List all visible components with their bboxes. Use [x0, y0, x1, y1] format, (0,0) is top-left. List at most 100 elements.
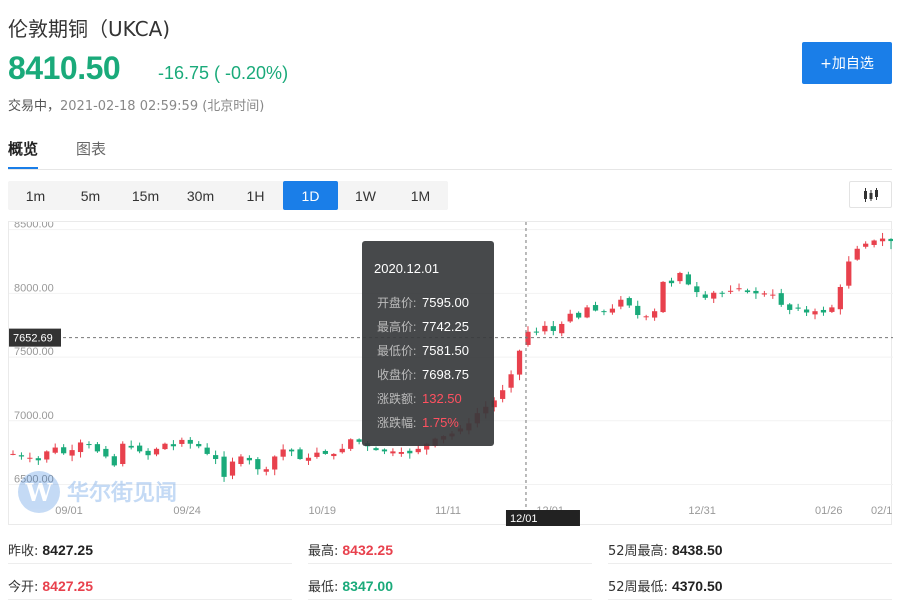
candle-body: [491, 400, 497, 408]
candle-body: [702, 294, 708, 298]
candle-body: [879, 238, 886, 242]
trading-status: 交易中，2021-02-18 02:59:59 (北京时间): [8, 95, 264, 114]
candle-body: [550, 326, 556, 331]
period-30m[interactable]: 30m: [186, 187, 215, 204]
period-1m[interactable]: 1m: [25, 187, 46, 204]
candle-body: [787, 304, 793, 310]
watermark-logo-letter: W: [25, 478, 54, 507]
candle-body: [508, 374, 514, 388]
stat-prev-close: 昨收: 8427.25: [8, 536, 292, 564]
candle-body: [753, 290, 759, 294]
candle-body: [221, 456, 227, 477]
candle-body: [618, 299, 624, 307]
tooltip-row-label: 收盘价:: [377, 367, 416, 382]
candle-body: [820, 309, 827, 313]
x-tick-label: 09/24: [173, 505, 201, 517]
candle-body: [803, 309, 810, 313]
candle-body: [229, 461, 236, 476]
candle-body: [390, 451, 396, 454]
candle-body: [719, 292, 725, 294]
candle-body: [795, 307, 801, 309]
y-tick-label: 6500.00: [14, 474, 54, 486]
period-1d[interactable]: 1D: [283, 181, 338, 210]
tab-overview[interactable]: 概览: [8, 138, 39, 170]
stat-label: 今开:: [8, 580, 39, 595]
candle-body: [297, 449, 303, 460]
y-tick-label: 8000.00: [14, 282, 54, 294]
candle-body: [415, 448, 421, 453]
candle-body: [685, 274, 692, 285]
candle-body: [863, 243, 869, 247]
crosshair-price-bg: [9, 328, 61, 347]
candle-body: [348, 439, 354, 449]
candle-body: [601, 311, 607, 313]
period-1h[interactable]: 1H: [246, 187, 265, 204]
candle-body: [187, 439, 193, 444]
tooltip-row-label: 开盘价:: [377, 295, 416, 310]
candle-body: [77, 442, 84, 453]
tab-bar: 概览 图表: [8, 138, 106, 170]
candle-body: [255, 459, 261, 470]
tooltip-row-label: 涨跌额:: [377, 391, 416, 406]
candle-body: [694, 286, 700, 293]
tooltip-date: 2020.12.01: [374, 261, 439, 276]
candle-body: [500, 390, 506, 399]
candle-body: [660, 281, 666, 313]
candle-body: [179, 439, 185, 444]
candle-body: [812, 311, 818, 315]
candle-body: [331, 453, 337, 457]
stat-value: 8427.25: [42, 541, 93, 558]
stat-value: 8347.00: [342, 577, 393, 594]
candle-body: [52, 447, 58, 453]
candle-body: [373, 448, 379, 451]
candlestick-chart[interactable]: 8500.00 8000.00 7500.00 7000.00 6500.00W 华尔街见…: [9, 222, 893, 526]
candle-body: [744, 290, 751, 293]
period-5m[interactable]: 5m: [80, 187, 101, 204]
candle-body: [584, 307, 590, 318]
candle-body: [246, 457, 253, 461]
candle-body: [263, 469, 269, 472]
candle-body: [339, 448, 345, 453]
tooltip-row-value: 7698.75: [422, 367, 469, 382]
candle-body: [204, 447, 210, 454]
chart-type-button[interactable]: [849, 181, 892, 208]
candle-body: [770, 294, 776, 296]
stat-open: 今开: 8427.25: [8, 572, 292, 600]
candle-body: [103, 448, 109, 457]
crosshair-date-bg: [505, 510, 580, 526]
period-1w[interactable]: 1W: [355, 187, 376, 204]
candle-body: [238, 456, 244, 465]
candle-body: [516, 350, 523, 375]
stat-label: 最高:: [308, 544, 339, 559]
price-chart[interactable]: 8500.00 8000.00 7500.00 7000.00 6500.00W 华尔街见…: [8, 221, 893, 526]
tooltip-row-value: 7581.50: [422, 343, 469, 358]
candle-body: [576, 312, 582, 318]
candle-body: [592, 305, 599, 311]
stat-value: 8438.50: [671, 541, 723, 558]
timestamp: 2021-02-18 02:59:59 (北京时间): [60, 99, 265, 114]
stat-label: 最低:: [308, 580, 339, 595]
candle-body: [314, 452, 320, 457]
candle-body: [727, 290, 734, 292]
add-to-watchlist-button[interactable]: +加自选: [802, 42, 892, 84]
period-1mo[interactable]: 1M: [410, 187, 431, 204]
y-tick-label: 7000.00: [14, 410, 54, 422]
period-15m[interactable]: 15m: [131, 187, 160, 204]
candle-body: [212, 455, 219, 460]
candle-body: [44, 451, 50, 460]
candle-body: [35, 458, 41, 461]
x-tick-label: 11/11: [435, 505, 461, 517]
candle-body: [162, 443, 168, 450]
stat-52w-high: 52周最高: 8438.50: [608, 536, 892, 564]
candle-body: [18, 455, 25, 457]
tab-chart[interactable]: 图表: [76, 140, 107, 158]
tooltip-row-value: 7742.25: [422, 319, 469, 334]
candle-body: [356, 439, 362, 442]
stat-label: 昨收:: [8, 544, 39, 559]
watermark-logo: [18, 471, 60, 513]
candle-body: [761, 293, 767, 295]
candle-body: [381, 449, 388, 452]
candle-body: [643, 316, 649, 318]
candle-body: [10, 453, 16, 455]
candle-body: [305, 457, 312, 461]
